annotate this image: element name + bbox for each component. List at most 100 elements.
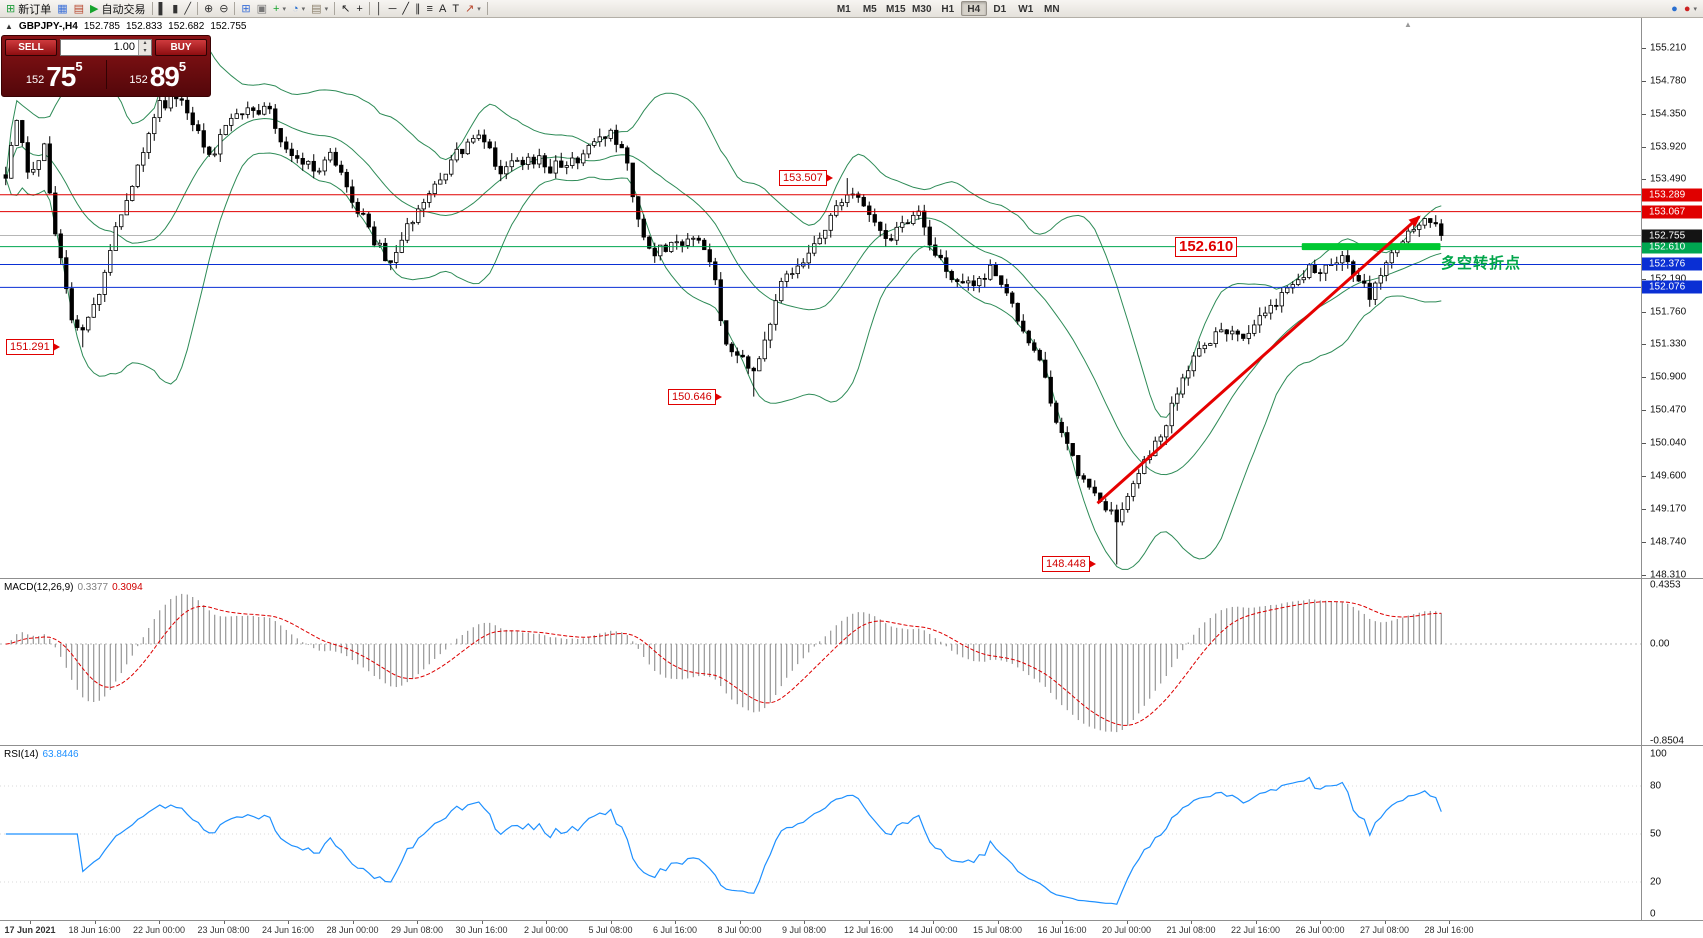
timeframe-m15-button[interactable]: M15 xyxy=(886,4,906,15)
periods-icon-dropdown-icon[interactable]: ▾ xyxy=(301,5,306,13)
alerts-icon-dropdown-icon[interactable]: ▾ xyxy=(1693,5,1697,13)
price-tick xyxy=(1642,80,1646,82)
add-indicator-icon[interactable]: + ▾ xyxy=(270,1,289,17)
time-axis[interactable]: 17 Jun 2021 18 Jun 16:00 22 Jun 00:00 23 Ju… xyxy=(0,921,1703,938)
trend-arrow[interactable] xyxy=(1096,215,1421,505)
time-tick xyxy=(94,921,96,924)
time-tick xyxy=(1126,921,1128,924)
panel-separator[interactable] xyxy=(0,745,1703,746)
timeframe-m5-button[interactable]: M5 xyxy=(862,4,877,15)
time-tick xyxy=(30,921,31,924)
zoom-out-icon[interactable]: ⊖ xyxy=(216,1,231,17)
zoom-in-icon[interactable]: ⊕ xyxy=(201,1,216,17)
price-scale-column[interactable]: 155.210 154.780 154.350 153.920 153.490 152.1… xyxy=(1641,18,1703,921)
time-label: 24 Jun 16:00 xyxy=(261,925,315,935)
time-label: 12 Jul 16:00 xyxy=(843,925,894,935)
periods-icon[interactable]: ◔ ▾ xyxy=(289,1,308,17)
price-tick-label: 148.740 xyxy=(1650,536,1687,548)
templates-icon[interactable]: ▤ ▾ xyxy=(308,1,331,17)
price-tick xyxy=(1642,179,1646,181)
line-chart-icon[interactable]: ╱ xyxy=(181,1,194,17)
sell-button[interactable]: SELL xyxy=(5,39,57,56)
volume-input[interactable]: 1.00 ▴ ▾ xyxy=(60,39,152,56)
rsi-name: RSI(14) xyxy=(4,749,39,760)
timeframe-d1-button[interactable]: D1 xyxy=(993,4,1007,15)
price-callout-148.448[interactable]: 148.448 xyxy=(1042,556,1096,573)
sell-price-prefix: 152 xyxy=(25,74,45,86)
timeframe-h1-button[interactable]: H1 xyxy=(941,4,955,15)
chart-canvas[interactable] xyxy=(0,18,1641,921)
vertical-line-icon[interactable]: │ xyxy=(373,1,386,17)
add-indicator-icon: + xyxy=(273,2,280,15)
support-resistance-bar[interactable] xyxy=(1301,243,1441,251)
price-callout-153.507[interactable]: 153.507 xyxy=(779,170,833,187)
horizontal-line-icon[interactable]: ─ xyxy=(386,1,400,17)
chart-window-icon[interactable]: ▦ xyxy=(54,1,70,17)
channel-icon[interactable]: ∥ xyxy=(412,1,424,17)
price-tick-label: 150.040 xyxy=(1650,437,1687,449)
timeframe-h4-button[interactable]: H4 xyxy=(960,1,987,16)
candlestick-chart-icon[interactable]: ▮ xyxy=(169,1,181,17)
price-callout-152.610[interactable]: 152.610 xyxy=(1175,236,1238,257)
price-callout-151.291[interactable]: 151.291 xyxy=(6,339,60,356)
price-callout-150.646[interactable]: 150.646 xyxy=(668,388,722,405)
time-label: 14 Jul 00:00 xyxy=(908,925,958,935)
alerts-icon: ● xyxy=(1683,2,1691,15)
add-indicator-icon-dropdown-icon[interactable]: ▾ xyxy=(282,5,286,13)
price-tick xyxy=(1642,476,1646,478)
bar-chart-icon[interactable]: ▌ xyxy=(156,1,170,17)
time-tick xyxy=(223,921,225,924)
time-label: 22 Jun 00:00 xyxy=(132,925,186,935)
rsi-scale-50: 50 xyxy=(1650,828,1662,840)
main-toolbar: ⊞ 新订单 ▦ ▤ ▶ 自动交易 ▌ ▮ ╱ ⊕ ⊖ ⊞ ▣ + ▾ ◔ ▾ ▤ ▾ ↖ + │ ─ ╱ ∥ ≡ A T ↗ ▾ M1 M5 M… xyxy=(0,0,1703,18)
time-label: 23 Jun 08:00 xyxy=(197,925,250,935)
panel-separator[interactable] xyxy=(0,920,1703,921)
time-label: 9 Jul 08:00 xyxy=(781,925,827,935)
time-label: 16 Jul 16:00 xyxy=(1037,925,1087,935)
panel-separator[interactable] xyxy=(0,578,1703,579)
trendline-icon[interactable]: ╱ xyxy=(399,1,412,17)
profiles-icon[interactable]: ▤ xyxy=(71,1,87,17)
label-tool-icon[interactable]: T xyxy=(449,1,462,17)
macd-signal-line xyxy=(5,601,1442,726)
time-tick xyxy=(352,921,354,924)
timeframe-m1-button[interactable]: M1 xyxy=(836,4,851,15)
timeframe-mn-button[interactable]: MN xyxy=(1044,4,1060,15)
price-badge-152.755: 152.755 xyxy=(1642,229,1702,242)
volume-down-icon[interactable]: ▾ xyxy=(139,47,151,55)
price-tick-label: 150.470 xyxy=(1650,404,1687,416)
macd-scale-max: 0.4353 xyxy=(1650,579,1681,591)
price-badge-152.076: 152.076 xyxy=(1642,280,1702,294)
one-click-collapse-icon[interactable]: ▲ xyxy=(5,22,13,31)
arrange-windows-icon: ▣ xyxy=(256,2,268,15)
text-tool-icon[interactable]: A xyxy=(436,1,449,17)
time-label: 5 Jul 08:00 xyxy=(588,925,633,935)
tile-windows-icon[interactable]: ⊞ xyxy=(238,1,253,17)
chart-profile-icon[interactable]: ● xyxy=(1668,1,1681,17)
price-tick xyxy=(1642,377,1646,379)
auto-trading-button[interactable]: ▶ 自动交易 xyxy=(87,1,148,17)
buy-price[interactable]: 152 89 5 xyxy=(109,56,208,93)
arrange-windows-icon[interactable]: ▣ xyxy=(254,1,270,17)
macd-signal-value: 0.3094 xyxy=(112,582,143,593)
time-tick xyxy=(1449,921,1450,924)
sell-price[interactable]: 152 75 5 xyxy=(5,56,104,93)
chart-annotation-text[interactable]: 多空转折点 xyxy=(1441,255,1522,272)
fibonacci-icon[interactable]: ≡ xyxy=(424,1,436,17)
alerts-icon[interactable]: ● ▾ xyxy=(1681,1,1700,17)
tile-windows-icon: ⊞ xyxy=(241,2,251,15)
crosshair-icon[interactable]: + xyxy=(353,1,365,17)
buy-button[interactable]: BUY xyxy=(155,39,207,56)
toolbar-separator xyxy=(196,2,198,15)
arrows-tool-icon-dropdown-icon[interactable]: ▾ xyxy=(477,5,481,13)
new-order-button[interactable]: ⊞ 新订单 xyxy=(3,1,54,17)
volume-up-icon[interactable]: ▴ xyxy=(139,40,151,48)
crosshair-icon: + xyxy=(356,2,363,15)
templates-icon-dropdown-icon[interactable]: ▾ xyxy=(324,5,329,13)
timeframe-w1-button[interactable]: W1 xyxy=(1018,4,1034,15)
price-tick xyxy=(1642,113,1646,115)
time-tick xyxy=(610,921,612,924)
timeframe-m30-button[interactable]: M30 xyxy=(912,4,932,15)
cursor-icon[interactable]: ↖ xyxy=(338,1,353,17)
arrows-tool-icon[interactable]: ↗ ▾ xyxy=(462,1,484,17)
